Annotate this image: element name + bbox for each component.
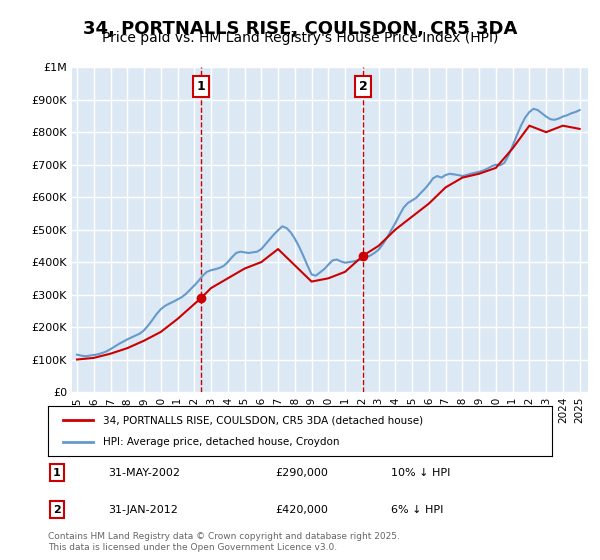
Text: 6% ↓ HPI: 6% ↓ HPI	[391, 505, 443, 515]
Text: 10% ↓ HPI: 10% ↓ HPI	[391, 468, 450, 478]
Text: 34, PORTNALLS RISE, COULSDON, CR5 3DA (detached house): 34, PORTNALLS RISE, COULSDON, CR5 3DA (d…	[103, 415, 424, 425]
Text: Price paid vs. HM Land Registry's House Price Index (HPI): Price paid vs. HM Land Registry's House …	[102, 31, 498, 45]
Text: 31-JAN-2012: 31-JAN-2012	[109, 505, 178, 515]
Text: £420,000: £420,000	[275, 505, 328, 515]
Text: Contains HM Land Registry data © Crown copyright and database right 2025.
This d: Contains HM Land Registry data © Crown c…	[48, 532, 400, 552]
Text: £290,000: £290,000	[275, 468, 328, 478]
Text: 1: 1	[197, 80, 206, 93]
Text: 34, PORTNALLS RISE, COULSDON, CR5 3DA: 34, PORTNALLS RISE, COULSDON, CR5 3DA	[83, 20, 517, 38]
Text: 2: 2	[53, 505, 61, 515]
Text: 31-MAY-2002: 31-MAY-2002	[109, 468, 181, 478]
Text: 2: 2	[359, 80, 368, 93]
Text: 1: 1	[53, 468, 61, 478]
Text: HPI: Average price, detached house, Croydon: HPI: Average price, detached house, Croy…	[103, 437, 340, 447]
